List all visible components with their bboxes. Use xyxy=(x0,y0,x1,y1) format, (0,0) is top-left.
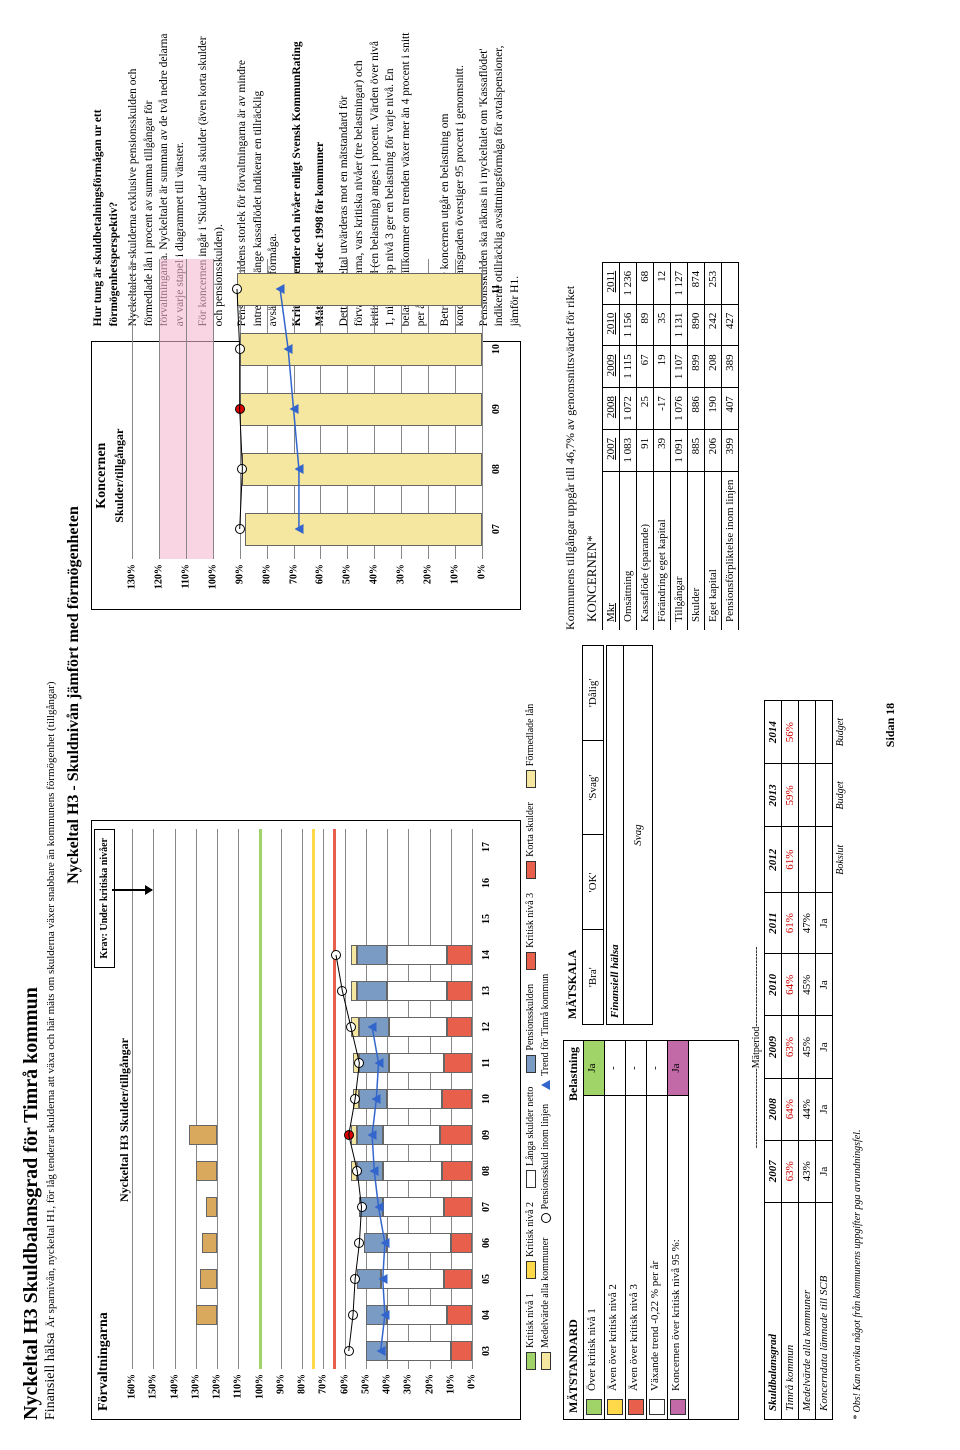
page-number: Sidan 18 xyxy=(883,30,898,1420)
legend: Kritisk nivå 1Kritisk nivå 2Långa skulde… xyxy=(525,625,551,1420)
obs-note: * Obs! Kan avvika något från kommunens u… xyxy=(852,30,863,1420)
right-chart-top: Koncernen xyxy=(92,342,112,609)
chart-title: Nyckeltal H3 - Skuldnivån jämfört med fö… xyxy=(65,30,83,1360)
main-title: Nyckeltal H3 Skuldbalansgrad för Timrå k… xyxy=(20,681,43,1420)
skuld-table: ------------------------Mätperiod-------… xyxy=(749,700,848,1420)
subtitle: Är sparnivån, nyckeltal H1, för låg tend… xyxy=(45,681,57,1327)
krav-box: Krav: Under kritiska nivåer xyxy=(94,829,115,968)
right-chart: Koncernen Skulder/tillgångar 0%10%20%30%… xyxy=(91,341,521,610)
left-chart-sub: Nyckeltal H3 Skulder/tillgångar xyxy=(117,821,132,1419)
right-chart-sub: Skulder/tillgångar xyxy=(112,342,127,609)
matskala: MÄTSKALA 'Bra''OK''Svag''Dålig' Finansie… xyxy=(563,645,739,1025)
fin-halsa-label: Finansiell hälsa xyxy=(43,1333,58,1421)
matstandard-table: MÄTSTANDARDBelastning Över kritisk nivå … xyxy=(563,1040,739,1420)
left-chart-top: Förvaltningarna xyxy=(94,1312,115,1411)
koncern-block: Kommunens tillgångar uppgår till 46,7% a… xyxy=(563,262,739,630)
left-chart: Förvaltningarna Krav: Under kritiska niv… xyxy=(91,820,521,1420)
